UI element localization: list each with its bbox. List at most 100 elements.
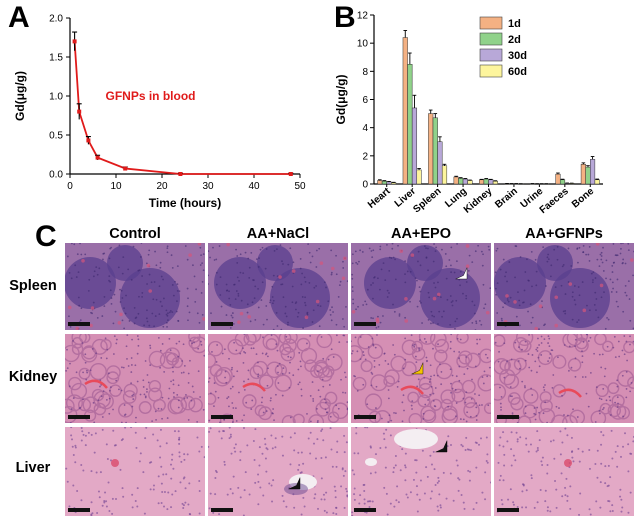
micrograph-liver-aa-gfnps	[494, 427, 634, 516]
y-axis-title: Gd(μg/g)	[13, 71, 27, 121]
bar-60d	[492, 180, 498, 185]
series-line	[73, 41, 291, 175]
scale-bar	[211, 508, 233, 512]
x-tick-label: 50	[294, 181, 306, 192]
bar-30d	[590, 159, 596, 185]
panel-label-b: B	[334, 1, 356, 34]
x-tick-label: Heart	[366, 185, 393, 210]
micrograph-kidney-aa-gfnps	[494, 334, 634, 423]
bar-60d	[391, 182, 397, 185]
scale-bar	[68, 322, 90, 326]
bar-1d	[377, 180, 383, 185]
y-tick-label: 0	[362, 180, 368, 191]
scale-bar	[354, 322, 376, 326]
data-point	[86, 138, 91, 143]
bar-2d	[407, 64, 413, 185]
y-tick-label: 2.0	[49, 14, 63, 25]
bar-30d	[386, 181, 392, 185]
bar-1d	[555, 173, 561, 185]
bar-1d	[402, 37, 408, 185]
data-point	[178, 172, 183, 176]
legend-swatch-60d	[479, 64, 503, 78]
white-arrowhead	[455, 267, 468, 280]
bar-2d	[381, 180, 387, 185]
micrograph-kidney-control	[65, 334, 205, 423]
bar-2d	[585, 166, 591, 185]
black-arrowhead	[435, 440, 448, 453]
y-tick-label: 10	[357, 39, 369, 50]
y-tick-label: 1.5	[49, 53, 63, 64]
scale-bar	[497, 415, 519, 419]
column-header-control: Control	[109, 226, 161, 242]
x-tick-label: 30	[202, 181, 214, 192]
blood-concentration-chart: 0 10 20 30 40 50 0.0 0.5 1.0 1.5 2.0 Time (hours) Gd…	[13, 14, 306, 211]
scale-bar	[68, 508, 90, 512]
y-tick-label: 8	[362, 67, 368, 78]
data-point	[77, 109, 82, 114]
bar-2d	[458, 178, 464, 185]
y-tick-label: 0.0	[49, 170, 63, 181]
micrograph-spleen-aa-epo	[351, 243, 491, 330]
bar-1d	[479, 179, 485, 185]
scale-bar	[497, 322, 519, 326]
legend-label-30d: 30d	[508, 50, 527, 62]
micrograph-liver-aa-nacl	[208, 427, 348, 516]
y-tick-label: 12	[357, 11, 369, 22]
blood-annotation: GFNPs in blood	[106, 89, 196, 103]
legend-label-2d: 2d	[508, 34, 521, 46]
data-point	[123, 166, 128, 171]
y-axis-title: Gd(μg/g)	[334, 75, 348, 125]
bar-2d	[483, 178, 489, 185]
y-tick-label: 2	[362, 151, 368, 162]
data-point	[288, 172, 293, 176]
y-tick-label: 1.0	[49, 92, 63, 103]
x-tick-label: Kidney	[462, 186, 495, 216]
bar-60d	[441, 165, 448, 185]
x-tick-label: 0	[67, 181, 73, 192]
row-label-kidney: Kidney	[8, 369, 58, 385]
micrograph-kidney-aa-epo	[351, 334, 491, 423]
x-tick-label: Brain	[493, 186, 520, 211]
bar-30d	[437, 141, 443, 185]
y-tick-label: 4	[362, 123, 368, 134]
legend-label-60d: 60d	[508, 66, 527, 78]
bar-1d	[428, 113, 434, 185]
scale-bar	[211, 415, 233, 419]
column-header-aa-gfnps: AA+GFNPs	[525, 226, 603, 242]
micrograph-kidney-aa-nacl	[208, 334, 348, 423]
x-tick-label: Spleen	[411, 186, 443, 216]
x-tick-label: Bone	[570, 186, 597, 211]
x-tick-label: 10	[110, 181, 122, 192]
micrograph-liver-aa-epo	[351, 427, 491, 516]
scale-bar	[211, 322, 233, 326]
column-header-aa-epo: AA+EPO	[390, 226, 452, 242]
scale-bar	[354, 415, 376, 419]
micrograph-liver-control	[65, 427, 205, 516]
legend-label-1d: 1d	[508, 18, 521, 30]
scale-bar	[354, 508, 376, 512]
bar-30d	[462, 178, 468, 185]
micrograph-spleen-aa-gfnps	[494, 243, 634, 330]
legend-swatch-1d	[479, 16, 503, 30]
bar-60d	[416, 169, 422, 185]
scale-bar	[497, 508, 519, 512]
bar-60d	[467, 180, 473, 185]
panel-label-a: A	[8, 1, 30, 34]
x-axis-title: Time (hours)	[149, 196, 221, 210]
yellow-arrowhead	[411, 362, 424, 375]
y-tick-label: 0.5	[49, 131, 63, 142]
bar-2d	[559, 179, 566, 185]
column-header-aa-nacl: AA+NaCl	[246, 226, 310, 242]
data-point	[72, 39, 77, 44]
row-label-liver: Liver	[15, 460, 51, 476]
x-tick-label: Faeces	[538, 186, 571, 217]
x-tick-label: 20	[156, 181, 168, 192]
bar-60d	[594, 179, 600, 185]
x-tick-label: 40	[248, 181, 260, 192]
micrograph-spleen-aa-nacl	[208, 243, 348, 330]
row-label-spleen: Spleen	[9, 278, 57, 294]
scale-bar	[68, 415, 90, 419]
micrograph-spleen-control	[65, 243, 205, 330]
panel-label-c: C	[35, 220, 57, 253]
